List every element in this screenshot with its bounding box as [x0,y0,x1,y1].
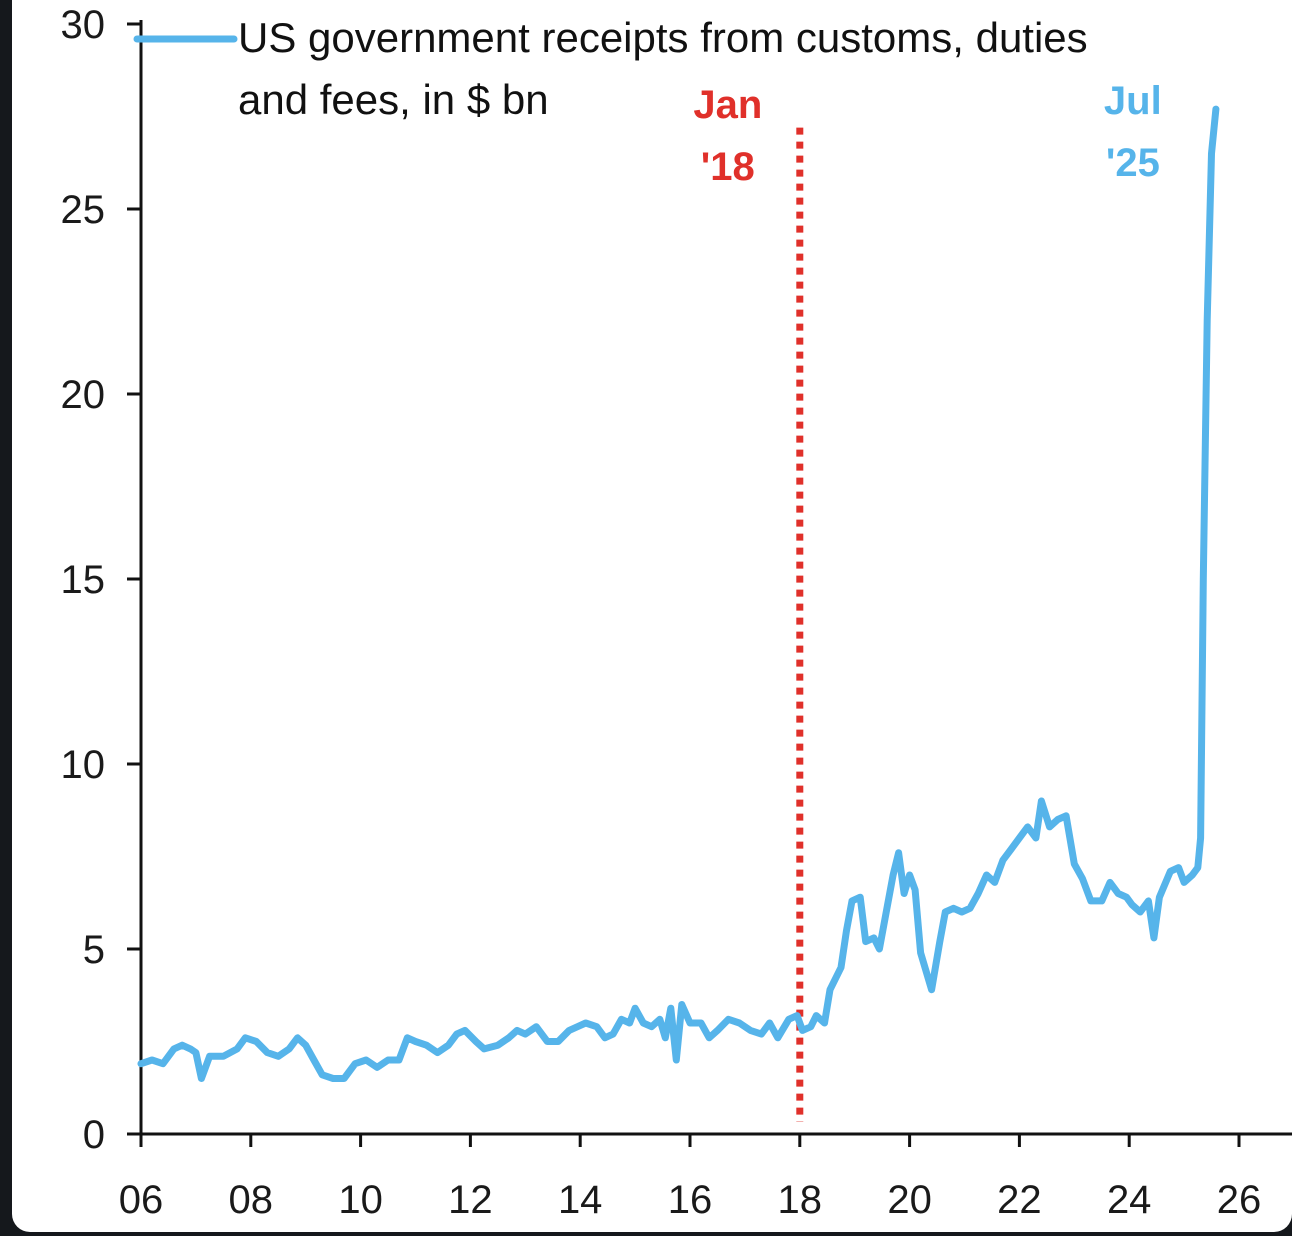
jul-25-label: Jul [1104,79,1162,123]
legend: US government receipts from customs, dut… [133,14,1088,123]
x-tick-label: 14 [558,1178,603,1222]
x-tick-label: 18 [778,1178,823,1222]
x-tick-label: 06 [119,1178,164,1222]
jan-18-label: '18 [701,145,755,189]
x-tick-label: 24 [1107,1178,1152,1222]
y-tick-label: 20 [61,373,106,417]
legend-label: and fees, in $ bn [238,76,549,123]
y-tick-label: 15 [61,558,106,602]
customs-receipts-line [137,105,1220,1082]
x-tick-label: 22 [997,1178,1042,1222]
y-tick-label: 10 [61,743,106,787]
x-tick-label: 20 [887,1178,932,1222]
y-tick-label: 5 [83,928,105,972]
x-tick-label: 26 [1217,1178,1262,1222]
series [137,105,1220,1082]
x-tick-label: 08 [229,1178,274,1222]
x-tick-label: 12 [448,1178,493,1222]
y-tick-label: 0 [83,1113,105,1157]
axes: 0 5 10 15 20 25 30 06 08 10 12 14 16 18 20 22 24 26 [61,3,1292,1222]
chart-card: 0 5 10 15 20 25 30 06 08 10 12 14 16 18 20 22 24 26 Jan '1… [12,0,1292,1232]
line-chart: 0 5 10 15 20 25 30 06 08 10 12 14 16 18 20 22 24 26 Jan '1… [61,3,1292,1222]
x-tick-label: 16 [668,1178,713,1222]
y-tick-label: 30 [61,3,106,47]
x-tick-label: 10 [338,1178,383,1222]
y-tick-label: 25 [61,188,106,232]
legend-label: US government receipts from customs, dut… [238,14,1088,61]
jan-18-label: Jan [693,83,762,127]
jul-25-label: '25 [1106,141,1160,185]
annotations: Jan '18 Jul '25 [693,79,1162,1122]
